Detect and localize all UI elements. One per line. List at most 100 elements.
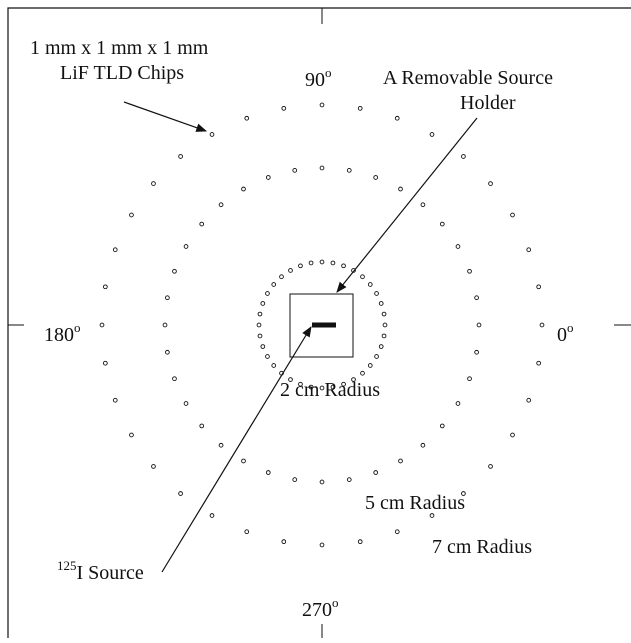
tld-chip bbox=[257, 311, 263, 317]
tld-chip bbox=[241, 186, 246, 192]
tld-chip bbox=[178, 491, 183, 496]
tld-chip bbox=[129, 432, 134, 438]
tld-chip bbox=[351, 377, 356, 382]
tld-chip bbox=[265, 354, 270, 359]
chips-arrow bbox=[123, 101, 208, 132]
tld-chip bbox=[455, 244, 461, 249]
tld-chip bbox=[319, 102, 325, 108]
tld-chip bbox=[373, 175, 379, 180]
tld-chip bbox=[165, 349, 170, 355]
label: 7 cm Radius bbox=[432, 536, 532, 558]
tld-chip bbox=[183, 244, 189, 249]
tld-chip bbox=[308, 384, 314, 390]
tld-chip bbox=[536, 360, 542, 366]
tld-chip bbox=[292, 477, 298, 482]
tld-chip bbox=[281, 539, 287, 545]
tld-chip bbox=[265, 175, 271, 180]
tld-chip bbox=[271, 282, 277, 287]
tld-chip bbox=[319, 259, 325, 265]
tld-chip bbox=[330, 384, 336, 390]
angle-label: 180o bbox=[44, 320, 81, 346]
tld-chip bbox=[99, 322, 105, 328]
tld-chip bbox=[288, 268, 293, 273]
tld-chip bbox=[319, 385, 325, 391]
frame bbox=[7, 7, 631, 638]
angle-label: 270o bbox=[302, 595, 339, 621]
tld-chip bbox=[398, 458, 403, 464]
label: 125I Source bbox=[57, 558, 144, 584]
tld-chip bbox=[461, 154, 466, 159]
tld-chip bbox=[281, 105, 287, 111]
tld-chip bbox=[476, 322, 482, 328]
tld-chip bbox=[183, 401, 189, 406]
tld-chip bbox=[474, 295, 479, 301]
tld-chip bbox=[394, 115, 400, 121]
tld-chip bbox=[474, 349, 479, 355]
tld-chip bbox=[102, 284, 108, 290]
tld-chip bbox=[420, 442, 426, 448]
tld-chip bbox=[394, 529, 400, 535]
tld-chip bbox=[488, 181, 493, 186]
tld-chip bbox=[292, 168, 298, 173]
label: LiF TLD Chips bbox=[60, 62, 184, 84]
tld-chip bbox=[455, 401, 461, 406]
label: Holder bbox=[460, 92, 516, 114]
tld-chip bbox=[381, 311, 387, 317]
tld-chip bbox=[162, 322, 168, 328]
tld-chip bbox=[260, 301, 266, 306]
tld-chip bbox=[429, 132, 435, 137]
tld-chip bbox=[420, 202, 426, 208]
tld-chip bbox=[381, 333, 387, 339]
tld-chip bbox=[244, 115, 250, 121]
dot-rings bbox=[99, 102, 545, 548]
label: 2 cm Radius bbox=[280, 379, 380, 401]
tld-chip bbox=[209, 513, 215, 518]
tld-chip bbox=[467, 376, 472, 382]
tld-chip bbox=[526, 247, 532, 253]
tld-chip bbox=[102, 360, 108, 366]
tld-chip bbox=[151, 464, 156, 469]
tld-chip bbox=[172, 268, 177, 274]
tld-chip bbox=[360, 274, 365, 280]
tld-chip bbox=[539, 322, 545, 328]
tld-chip bbox=[218, 202, 224, 208]
tld-chip bbox=[151, 181, 156, 186]
tld-chip bbox=[488, 464, 493, 469]
tld-chip bbox=[298, 263, 303, 269]
tld-chip bbox=[357, 105, 363, 111]
tld-chip bbox=[319, 479, 325, 485]
tld-chip bbox=[298, 381, 303, 387]
tld-chip bbox=[209, 132, 215, 137]
tld-chip bbox=[260, 344, 266, 349]
tld-chip bbox=[244, 529, 250, 535]
tld-chip bbox=[374, 354, 379, 359]
tld-chip bbox=[319, 542, 325, 548]
angle-label: 0o bbox=[557, 320, 574, 346]
tld-chip bbox=[265, 470, 271, 475]
tld-chip bbox=[279, 274, 284, 280]
tld-chip bbox=[378, 301, 384, 306]
label: 1 mm x 1 mm x 1 mm bbox=[30, 37, 209, 59]
tld-chip bbox=[360, 370, 365, 376]
holder-arrow bbox=[336, 117, 478, 293]
tld-chip bbox=[271, 363, 277, 368]
tld-chip bbox=[439, 423, 445, 429]
tld-chip bbox=[526, 397, 532, 403]
tld-chip bbox=[241, 458, 246, 464]
tld-chip bbox=[112, 397, 118, 403]
tld-chip bbox=[467, 268, 472, 274]
tld-chip bbox=[265, 291, 270, 296]
tld-chip bbox=[429, 513, 435, 518]
source-arrow bbox=[161, 326, 312, 573]
tld-chip bbox=[178, 154, 183, 159]
tld-chip bbox=[112, 247, 118, 253]
tld-chip bbox=[319, 165, 325, 171]
tld-chip bbox=[308, 260, 314, 266]
tld-chip bbox=[218, 442, 224, 448]
tld-chip bbox=[536, 284, 542, 290]
tld-chip bbox=[510, 432, 515, 438]
tld-chip bbox=[357, 539, 363, 545]
tld-chip bbox=[256, 322, 262, 328]
angle-label: 90o bbox=[305, 65, 332, 91]
tld-chip bbox=[257, 333, 263, 339]
